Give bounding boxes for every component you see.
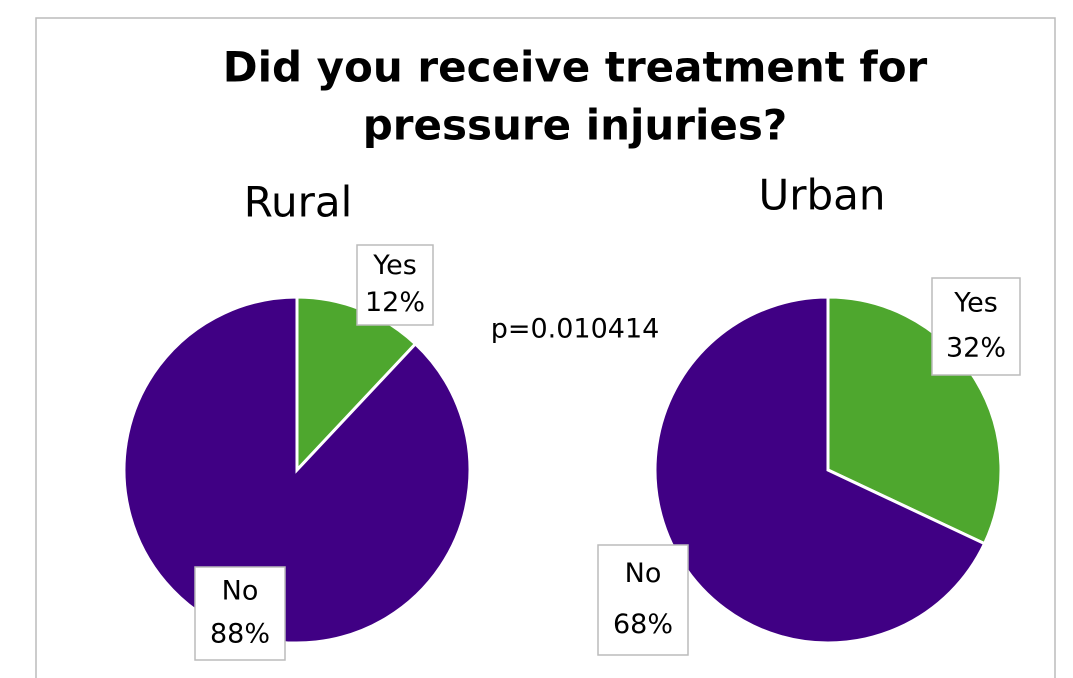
slice-label: Yes xyxy=(372,250,417,281)
label-box xyxy=(597,544,689,656)
chart-title: Did you receive treatment for xyxy=(223,43,928,92)
chart-title: pressure injuries? xyxy=(363,101,788,150)
slice-label: Yes xyxy=(953,288,998,319)
slice-label: No xyxy=(222,576,259,607)
label-box xyxy=(931,277,1021,376)
pie-title: Rural xyxy=(244,178,353,227)
label-box xyxy=(356,244,434,326)
pie-slice xyxy=(122,295,472,645)
frame xyxy=(35,17,1056,678)
value-label: 32% xyxy=(946,332,1006,363)
annotation: p=0.010414 xyxy=(491,314,660,345)
slice-label: No xyxy=(625,558,662,589)
value-label: 68% xyxy=(613,609,673,640)
pie-title: Urban xyxy=(758,171,885,220)
value-label: 88% xyxy=(210,618,270,649)
value-label: 12% xyxy=(365,287,425,318)
label-box xyxy=(194,566,286,661)
